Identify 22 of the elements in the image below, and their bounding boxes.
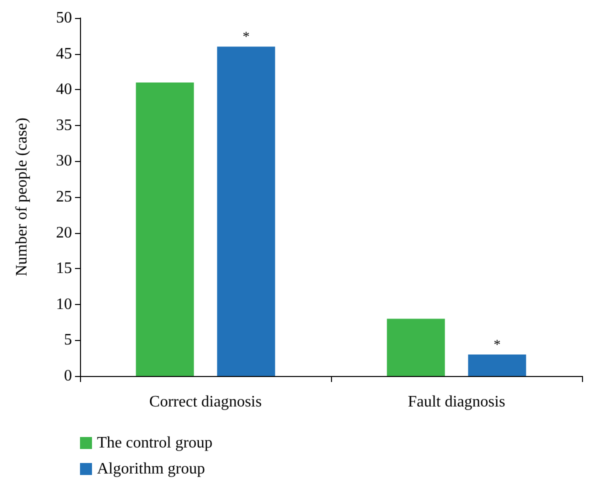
bar (386, 318, 445, 376)
y-tick-label: 50 (56, 10, 72, 26)
annotation: * (494, 338, 501, 354)
y-tick-label: 15 (56, 260, 72, 278)
annotation: * (242, 30, 250, 46)
y-tick-label: 25 (56, 188, 72, 206)
x-tick-label: Correct diagnosis (149, 394, 262, 410)
y-tick-label: 40 (56, 81, 72, 98)
y-tick-label: 30 (56, 152, 72, 170)
bar (468, 354, 526, 376)
y-tick-label: 35 (56, 116, 72, 134)
bar (217, 46, 276, 376)
legend-label: Algorithm group (97, 460, 205, 478)
y-tick-label: 20 (56, 224, 72, 242)
bar (136, 82, 194, 376)
x-tick-label: Fault diagnosis (408, 394, 506, 410)
legend-label: The control group (97, 434, 213, 452)
y-tick-label: 10 (56, 296, 72, 313)
y-tick-label: 0 (64, 368, 72, 384)
y-tick-label: 5 (64, 332, 72, 349)
y-tick-label: 45 (56, 45, 72, 62)
y-axis-title: Number of people (case) (14, 118, 30, 276)
